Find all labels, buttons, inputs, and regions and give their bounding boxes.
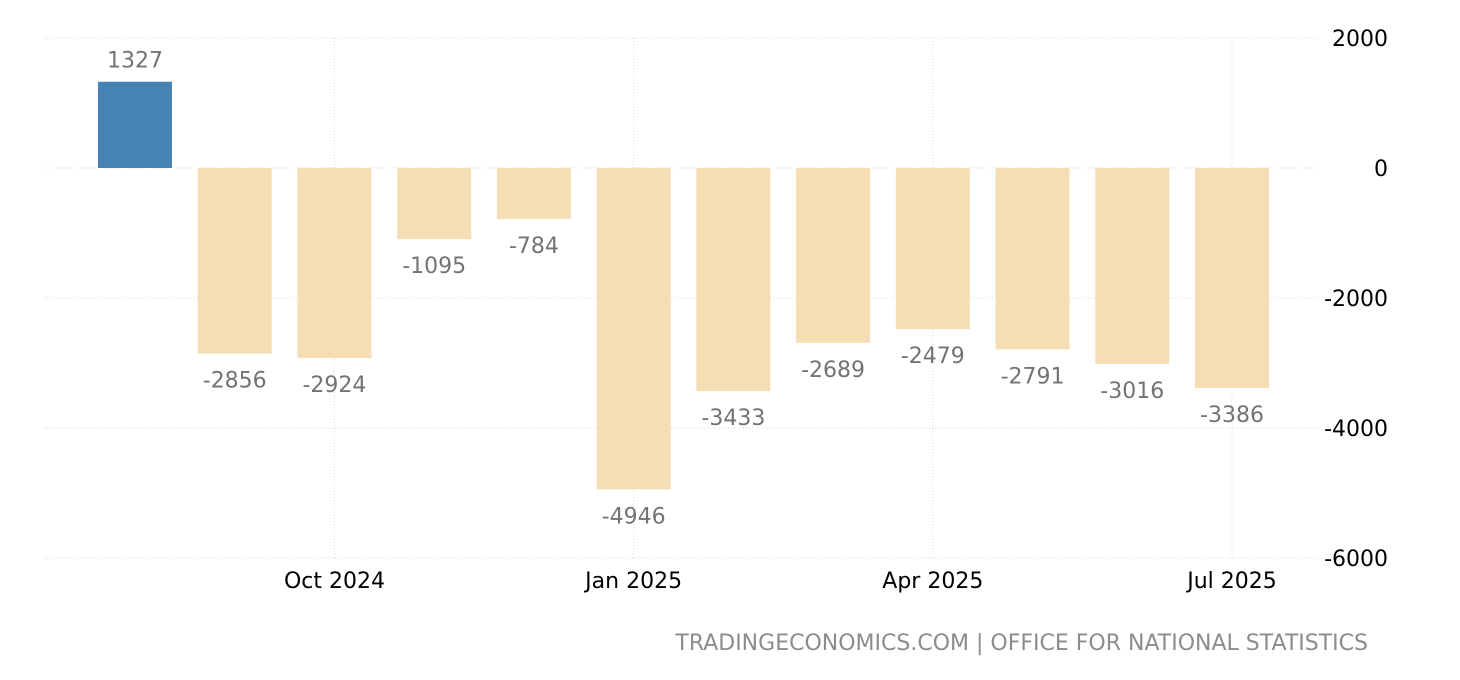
data-label: -3433	[701, 406, 765, 431]
data-label: -2689	[801, 358, 865, 383]
data-label: -784	[509, 234, 559, 259]
y-axis-ticks: 2000 0 -2000 -4000 -6000	[1324, 27, 1388, 572]
bar	[796, 168, 871, 343]
data-label: -4946	[602, 504, 666, 529]
bar	[1195, 168, 1269, 389]
y-tick-label: -6000	[1324, 547, 1388, 572]
source-attribution: TRADINGECONOMICS.COM | OFFICE FOR NATION…	[674, 631, 1368, 656]
y-tick-label: 0	[1374, 157, 1388, 182]
x-tick-label: Jul 2025	[1185, 569, 1277, 594]
data-label: -3386	[1200, 403, 1264, 428]
data-label: -2791	[1001, 364, 1065, 389]
y-tick-label: 2000	[1332, 27, 1388, 52]
x-tick-label: Oct 2024	[284, 569, 385, 594]
data-label: -3016	[1100, 379, 1164, 404]
bar	[596, 168, 671, 490]
data-label: -2924	[302, 373, 366, 398]
data-label: 1327	[107, 49, 163, 74]
data-labels: 1327 -2856 -2924 -1095 -784 -4946 -3433 -2689 -2…	[107, 49, 1264, 530]
bar	[895, 168, 970, 330]
y-tick-label: -2000	[1324, 287, 1388, 312]
y-tick-label: -4000	[1324, 417, 1388, 442]
data-label: -1095	[402, 254, 466, 279]
bar	[197, 168, 272, 354]
x-tick-label: Apr 2025	[882, 569, 983, 594]
x-axis-ticks: Oct 2024 Jan 2025 Apr 2025 Jul 2025	[284, 569, 1277, 594]
bar	[297, 168, 372, 359]
bar	[995, 168, 1070, 350]
bar	[98, 81, 172, 168]
x-tick-label: Jan 2025	[583, 569, 682, 594]
grid	[44, 37, 1318, 559]
data-label: -2856	[203, 369, 267, 394]
bars	[98, 81, 1269, 490]
bar	[397, 168, 472, 240]
bar	[696, 168, 771, 392]
bar	[496, 168, 571, 219]
data-label: -2479	[901, 344, 965, 369]
bar	[1095, 168, 1170, 365]
